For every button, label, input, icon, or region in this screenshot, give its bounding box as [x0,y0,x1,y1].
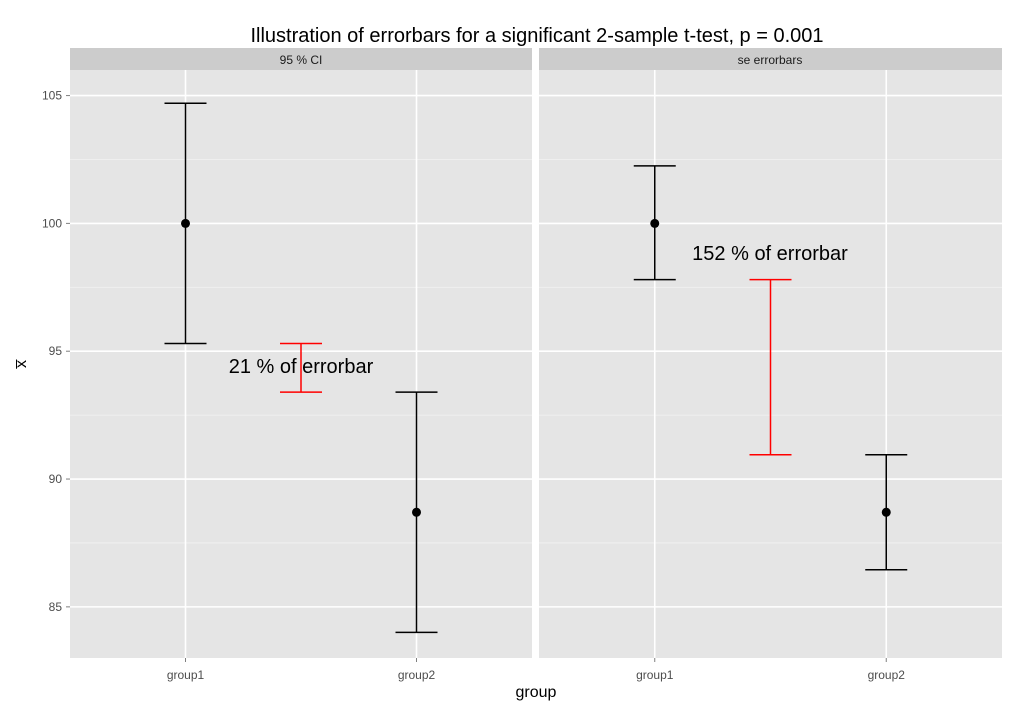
x-tick-label: group2 [398,668,436,682]
gap-errorbar [280,342,322,393]
y-tick-label: 95 [49,344,63,358]
y-axis: 85 90 95 100 105 [42,89,70,614]
panel-se-errorbars: se errorbars 152 % of errorbar group1 gro… [539,48,1002,682]
y-tick-label: 105 [42,89,62,103]
x-tick-labels: group1 group2 [167,658,436,682]
mean-point-group1 [181,218,190,228]
strip-background [70,48,532,70]
strip-label: se errorbars [738,53,803,67]
y-tick-label: 100 [42,216,62,230]
gap-errorbar [749,278,792,456]
x-axis-title: group [516,684,557,701]
mean-point-group2 [412,507,421,517]
panel-95-ci: 95 % CI 21 % of errorbar group1 group2 [70,48,532,682]
y-tick-label: 90 [49,472,63,486]
gap-annotation: 21 % of errorbar [229,356,374,378]
errorbar-marks [633,165,908,571]
x-tick-label: group1 [167,668,205,682]
mean-point-group1 [650,218,660,228]
x-tick-labels: group1 group2 [636,658,905,682]
x-tick-label: group2 [868,668,906,682]
strip-label: 95 % CI [280,53,323,67]
chart-title: Illustration of errorbars for a signific… [250,25,823,47]
x-tick-label: group1 [636,668,674,682]
y-tick-label: 85 [49,600,63,614]
gap-annotation: 152 % of errorbar [692,243,848,265]
strip-background [539,48,1002,70]
errorbar-marks [164,102,438,634]
mean-point-group2 [881,507,891,517]
y-axis-title: x̅ [13,359,30,369]
